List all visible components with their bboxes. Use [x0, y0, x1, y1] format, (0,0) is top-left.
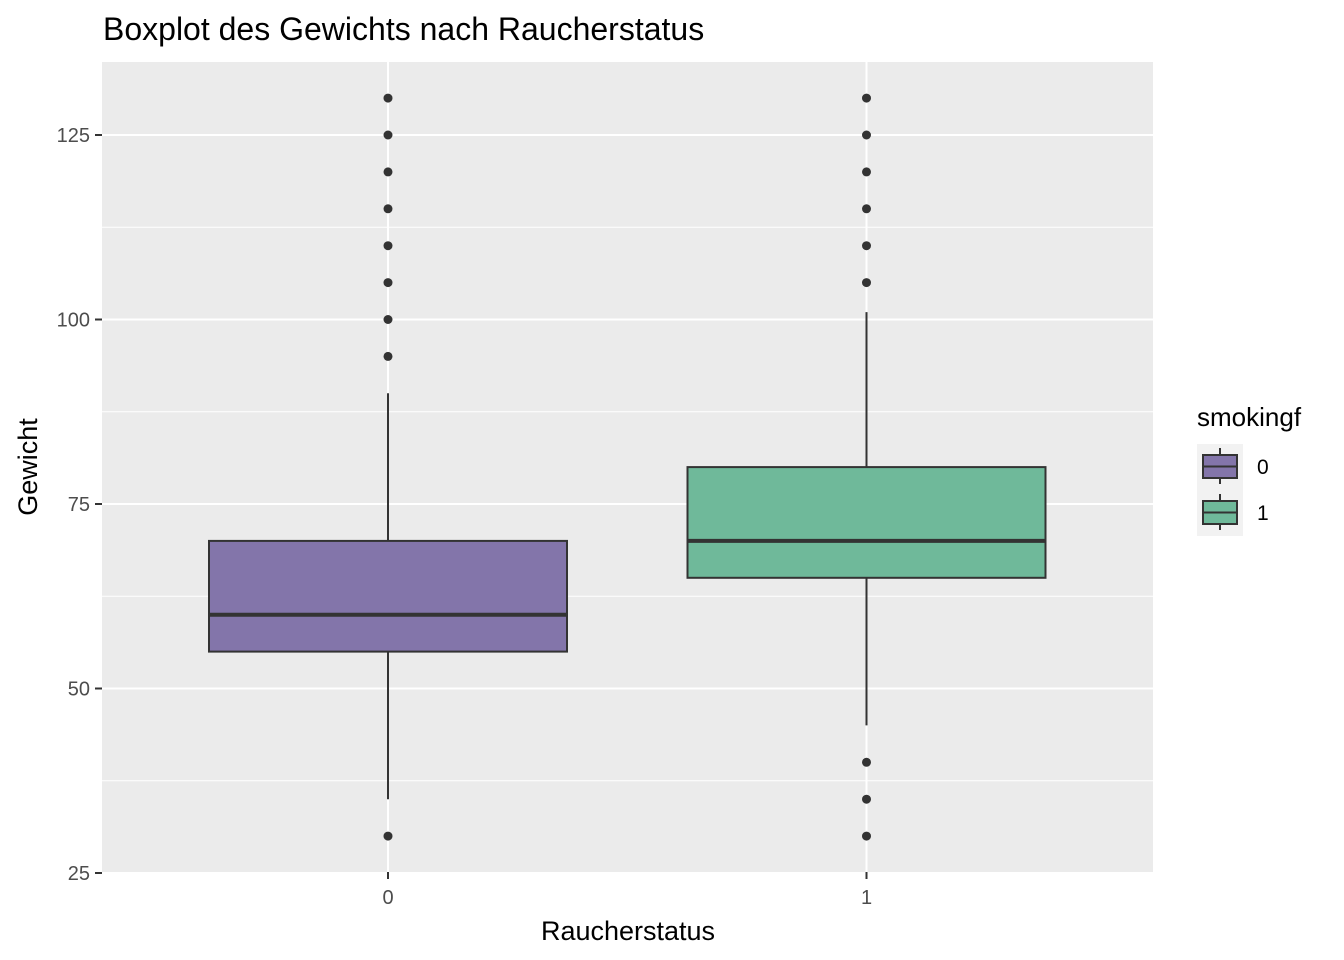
outlier-point	[862, 93, 871, 103]
outlier-point	[383, 278, 393, 288]
outlier-point	[383, 167, 393, 177]
legend-entry-0: 0	[1197, 444, 1269, 490]
outlier-point	[383, 315, 393, 324]
y-tick-label: 100	[57, 310, 90, 332]
legend-label: 0	[1257, 456, 1269, 479]
x-axis-title: Raucherstatus	[541, 916, 715, 946]
legend-title: smokingf	[1197, 402, 1302, 432]
outlier-point	[862, 757, 871, 767]
y-axis: 25 50 75 100 125	[57, 125, 102, 885]
outlier-point	[862, 831, 871, 841]
outlier-point	[383, 831, 393, 841]
outlier-point	[383, 351, 393, 361]
outlier-point	[862, 241, 871, 251]
chart-title: Boxplot des Gewichts nach Raucherstatus	[103, 11, 704, 47]
outlier-point	[383, 130, 393, 140]
box-1	[686, 93, 1047, 841]
outlier-point	[862, 130, 871, 140]
y-tick-label: 50	[68, 679, 90, 701]
y-axis-title: Gewicht	[13, 418, 43, 516]
y-tick-label: 125	[57, 125, 90, 147]
outlier-point	[383, 204, 393, 214]
outlier-point	[383, 241, 393, 251]
y-tick-label: 75	[68, 494, 90, 516]
box-iqr	[208, 539, 568, 653]
box-0	[208, 93, 568, 841]
outlier-point	[862, 278, 871, 288]
legend-entry-1: 1	[1197, 490, 1269, 536]
y-tick-label: 25	[68, 863, 90, 885]
outlier-point	[862, 167, 871, 177]
legend: smokingf 0 1	[1197, 402, 1302, 536]
x-tick-label: 1	[861, 887, 872, 909]
outlier-point	[383, 93, 393, 103]
outlier-point	[862, 204, 871, 214]
box-iqr	[686, 466, 1047, 579]
outlier-point	[862, 794, 871, 804]
legend-label: 1	[1257, 502, 1269, 525]
x-tick-label: 0	[382, 887, 393, 909]
box-group	[208, 93, 1047, 841]
